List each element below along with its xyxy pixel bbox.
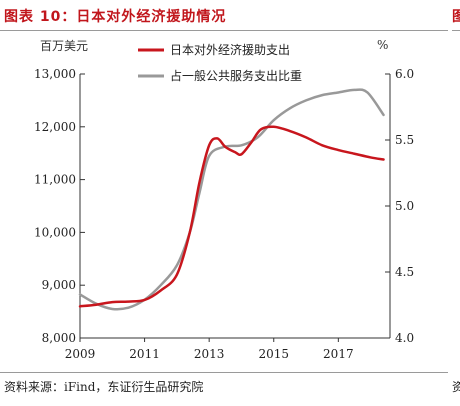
x-tick-label: 2011 [129,347,160,361]
legend-share-of-spending-label: 占一般公共服务支出比重 [170,68,302,83]
right-tick-label: 5.0 [395,199,414,213]
right-tick-label: 4.5 [395,265,414,279]
title-rule [0,30,448,31]
right-tick-label: 6.0 [395,67,414,81]
next-figure-title-fragment: 图 [452,9,460,25]
series-line-aid-spending [78,125,385,308]
left-tick-label: 13,000 [34,67,76,81]
left-tick-label: 10,000 [34,225,76,239]
figure-title: 图表 10：日本对外经济援助情况 [4,9,227,25]
left-tick-label: 12,000 [34,120,76,134]
x-tick-label: 2015 [258,347,289,361]
series-line-share-of-spending [78,88,385,311]
right-tick-label: 4.0 [395,331,414,345]
next-title-rule [452,30,460,31]
x-tick-label: 2017 [323,347,354,361]
right-axis-unit: % [377,38,389,52]
source-rule [0,372,448,373]
left-tick-label: 11,000 [34,173,76,187]
left-tick-label: 8,000 [42,331,76,345]
left-axis-unit: 百万美元 [40,39,89,53]
x-tick-label: 2009 [65,347,96,361]
source-note: 资料来源：iFind，东证衍生品研究院 [4,380,204,394]
next-source-fragment: 资 [452,380,460,394]
left-tick-label: 9,000 [42,278,76,292]
legend-aid-spending-label: 日本对外经济援助支出 [170,42,290,57]
right-tick-label: 5.5 [395,133,414,147]
x-tick-label: 2013 [194,347,225,361]
